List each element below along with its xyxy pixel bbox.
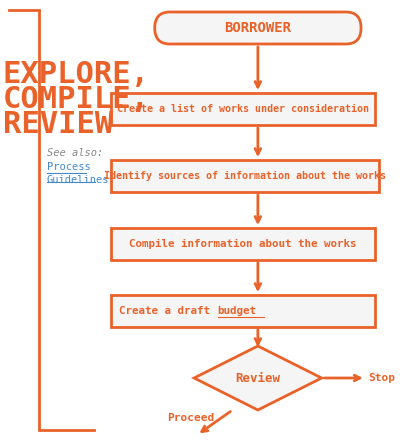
Text: REVIEW: REVIEW — [3, 110, 113, 139]
FancyBboxPatch shape — [154, 12, 360, 44]
Text: Review: Review — [235, 371, 280, 385]
FancyBboxPatch shape — [110, 295, 374, 327]
Polygon shape — [193, 346, 321, 410]
FancyBboxPatch shape — [110, 93, 374, 125]
Text: budget: budget — [217, 306, 256, 316]
FancyBboxPatch shape — [110, 160, 378, 192]
Text: Identify sources of information about the works: Identify sources of information about th… — [103, 171, 385, 181]
Text: Proceed: Proceed — [166, 413, 213, 423]
Text: EXPLORE,: EXPLORE, — [3, 60, 149, 89]
FancyBboxPatch shape — [110, 228, 374, 260]
Text: Compile information about the works: Compile information about the works — [129, 239, 356, 249]
Text: Process
Guidelines: Process Guidelines — [47, 162, 109, 185]
Text: BORROWER: BORROWER — [224, 21, 291, 35]
Text: See also:: See also: — [47, 148, 103, 158]
Text: Create a list of works under consideration: Create a list of works under considerati… — [117, 104, 368, 114]
Text: Create a draft: Create a draft — [119, 306, 216, 316]
Text: Stop: Stop — [368, 373, 395, 383]
Text: COMPILE,: COMPILE, — [3, 85, 149, 114]
